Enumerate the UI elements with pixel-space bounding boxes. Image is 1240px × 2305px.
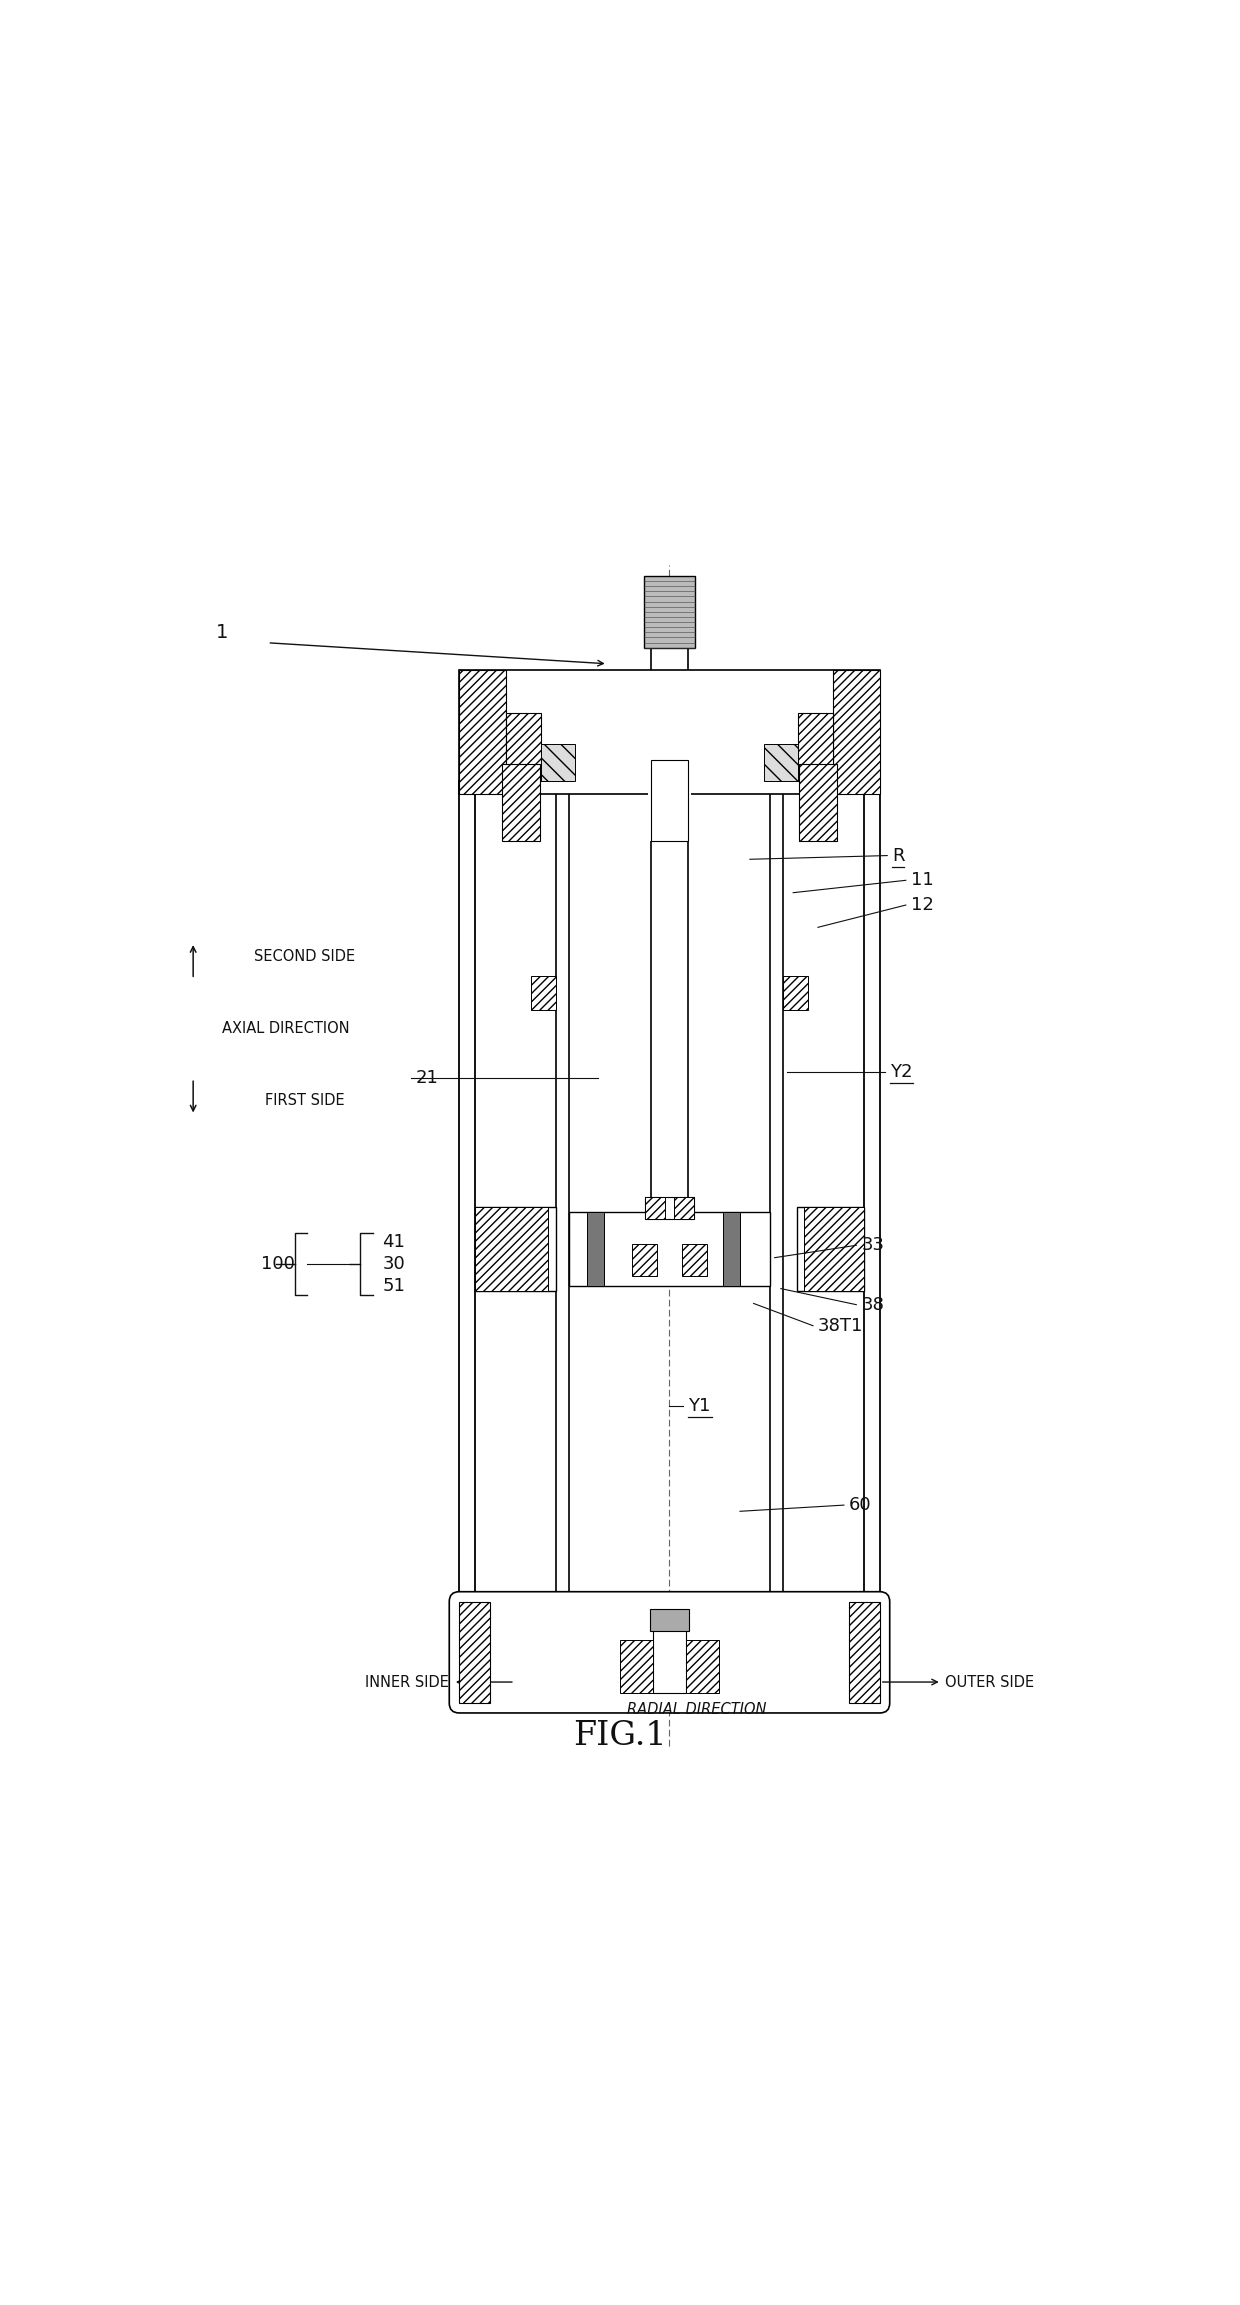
Bar bbox=[645, 1196, 694, 1219]
Bar bbox=[651, 648, 688, 1226]
Bar bbox=[805, 1208, 864, 1291]
Text: 33: 33 bbox=[862, 1235, 884, 1254]
FancyBboxPatch shape bbox=[449, 1593, 890, 1713]
Bar bbox=[799, 712, 833, 781]
Text: Y1: Y1 bbox=[688, 1397, 711, 1415]
Text: 12: 12 bbox=[910, 897, 934, 915]
Bar bbox=[800, 763, 837, 841]
Bar bbox=[723, 1212, 740, 1286]
Text: 41: 41 bbox=[382, 1233, 405, 1252]
Bar bbox=[475, 1208, 548, 1291]
Text: 51: 51 bbox=[382, 1277, 405, 1295]
Bar bbox=[620, 1639, 653, 1694]
Bar bbox=[784, 975, 808, 1010]
Bar bbox=[650, 1609, 689, 1632]
Bar bbox=[675, 1196, 694, 1219]
Bar bbox=[459, 671, 506, 793]
Bar bbox=[651, 761, 688, 841]
Bar bbox=[459, 1602, 490, 1703]
Bar bbox=[797, 1208, 864, 1291]
Text: R: R bbox=[893, 846, 905, 864]
Bar bbox=[864, 781, 880, 1678]
Bar bbox=[764, 745, 799, 781]
Text: FIG.1: FIG.1 bbox=[573, 1720, 667, 1752]
Bar bbox=[833, 671, 880, 793]
Text: OUTER SIDE: OUTER SIDE bbox=[945, 1673, 1034, 1690]
Text: INNER SIDE: INNER SIDE bbox=[366, 1673, 449, 1690]
Bar bbox=[770, 781, 784, 1625]
Text: 38T1: 38T1 bbox=[818, 1316, 863, 1335]
Bar bbox=[587, 1212, 604, 1286]
Bar bbox=[645, 576, 694, 648]
Bar bbox=[531, 975, 556, 1010]
Bar bbox=[682, 1245, 707, 1277]
Bar bbox=[653, 1625, 686, 1694]
Text: FIRST SIDE: FIRST SIDE bbox=[264, 1093, 345, 1109]
Text: Y2: Y2 bbox=[890, 1063, 913, 1081]
Text: 38: 38 bbox=[862, 1295, 884, 1314]
Bar bbox=[541, 745, 575, 781]
Text: 21: 21 bbox=[415, 1070, 439, 1088]
Text: 30: 30 bbox=[382, 1254, 405, 1272]
Text: RADIAL DIRECTION: RADIAL DIRECTION bbox=[627, 1701, 766, 1717]
Bar bbox=[506, 712, 541, 781]
Text: 11: 11 bbox=[910, 871, 934, 890]
Bar bbox=[632, 1245, 657, 1277]
Text: 100: 100 bbox=[262, 1254, 295, 1272]
Bar bbox=[475, 1208, 556, 1291]
Text: 1: 1 bbox=[216, 622, 228, 643]
Bar bbox=[849, 1602, 880, 1703]
Bar bbox=[645, 1196, 665, 1219]
Text: AXIAL DIRECTION: AXIAL DIRECTION bbox=[222, 1021, 350, 1037]
Bar bbox=[459, 671, 880, 793]
Text: 60: 60 bbox=[849, 1496, 872, 1514]
Bar bbox=[569, 1212, 770, 1286]
Bar bbox=[686, 1639, 719, 1694]
Text: SECOND SIDE: SECOND SIDE bbox=[254, 950, 355, 963]
Bar bbox=[459, 781, 475, 1678]
Bar bbox=[556, 781, 569, 1625]
Bar bbox=[502, 763, 539, 841]
Bar bbox=[649, 763, 691, 841]
